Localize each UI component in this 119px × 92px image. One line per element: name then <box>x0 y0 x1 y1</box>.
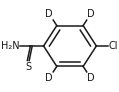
Text: D: D <box>45 73 53 83</box>
Text: H₂N: H₂N <box>1 41 20 51</box>
Text: D: D <box>45 9 53 19</box>
Text: D: D <box>87 73 95 83</box>
Text: Cl: Cl <box>108 41 118 51</box>
Text: D: D <box>87 9 95 19</box>
Text: S: S <box>25 62 31 72</box>
